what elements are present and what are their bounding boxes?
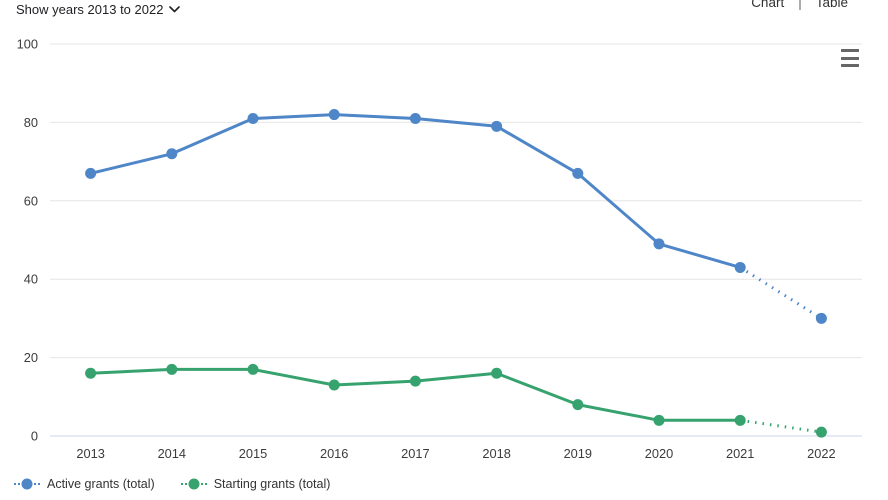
show-years-label: Show years 2013 to 2022 xyxy=(16,2,164,17)
y-axis-label: 60 xyxy=(24,193,38,208)
y-axis-label: 80 xyxy=(24,115,38,130)
legend-label: Starting grants (total) xyxy=(213,477,331,491)
y-axis-label: 100 xyxy=(17,37,38,52)
legend-label: Active grants (total) xyxy=(47,477,155,491)
data-point-marker[interactable] xyxy=(653,238,665,250)
data-point-marker[interactable] xyxy=(166,148,178,160)
data-point-marker[interactable] xyxy=(572,399,584,411)
chevron-down-icon xyxy=(169,6,181,13)
hamburger-icon xyxy=(841,64,859,67)
x-axis-label: 2021 xyxy=(726,446,754,461)
x-axis-label: 2015 xyxy=(239,446,267,461)
data-point-marker[interactable] xyxy=(409,375,421,387)
series-line-solid xyxy=(90,113,741,269)
x-axis-label: 2013 xyxy=(76,446,104,461)
data-point-marker[interactable] xyxy=(247,112,259,124)
y-axis-label: 20 xyxy=(24,350,38,365)
show-years-dropdown[interactable]: Show years 2013 to 2022 xyxy=(16,2,181,17)
legend-item-starting-grants[interactable]: Starting grants (total) xyxy=(180,477,331,491)
data-point-marker[interactable] xyxy=(328,109,340,121)
tab-table[interactable]: Table xyxy=(815,0,848,10)
data-point-marker[interactable] xyxy=(409,112,421,124)
x-axis-label: 2016 xyxy=(320,446,348,461)
data-point-marker[interactable] xyxy=(247,363,259,375)
x-axis-label: 2018 xyxy=(482,446,510,461)
x-axis-label: 2019 xyxy=(564,446,592,461)
chart-context-menu-button[interactable] xyxy=(841,48,861,68)
chart-svg: 0 20 40 60 80 100 2013 2014 2015 2016 2017 2018 2019… xyxy=(17,37,862,461)
x-axis-label: 2020 xyxy=(645,446,673,461)
hamburger-icon xyxy=(841,49,859,52)
data-point-marker[interactable] xyxy=(166,363,178,375)
data-point-marker[interactable] xyxy=(815,312,827,324)
series-line-dotted xyxy=(739,418,822,434)
x-axis-label: 2017 xyxy=(401,446,429,461)
x-axis-label: 2022 xyxy=(807,446,835,461)
legend-circle-icon xyxy=(180,478,207,491)
tab-chart[interactable]: Chart xyxy=(751,0,785,10)
data-point-marker[interactable] xyxy=(328,379,340,391)
data-point-marker[interactable] xyxy=(491,120,503,132)
view-toggle-separator: | xyxy=(798,0,802,10)
data-point-marker[interactable] xyxy=(491,367,503,379)
legend-item-active-grants[interactable]: Active grants (total) xyxy=(14,477,155,491)
y-axis-label: 40 xyxy=(24,272,38,287)
data-point-marker[interactable] xyxy=(85,367,97,379)
data-point-marker[interactable] xyxy=(572,167,584,179)
data-point-marker[interactable] xyxy=(815,426,827,438)
y-axis-label: 0 xyxy=(31,429,38,444)
legend-circle-icon xyxy=(14,478,40,491)
data-point-marker[interactable] xyxy=(734,261,746,273)
view-toggle: Chart | Table xyxy=(751,0,848,10)
series-line-dotted xyxy=(739,266,823,320)
hamburger-icon xyxy=(841,56,859,60)
data-point-marker[interactable] xyxy=(734,414,746,426)
legend: Active grants (total) Starting grants (t… xyxy=(14,477,330,491)
data-point-marker[interactable] xyxy=(85,167,97,179)
data-point-marker[interactable] xyxy=(653,414,665,426)
x-axis-label: 2014 xyxy=(158,446,186,461)
